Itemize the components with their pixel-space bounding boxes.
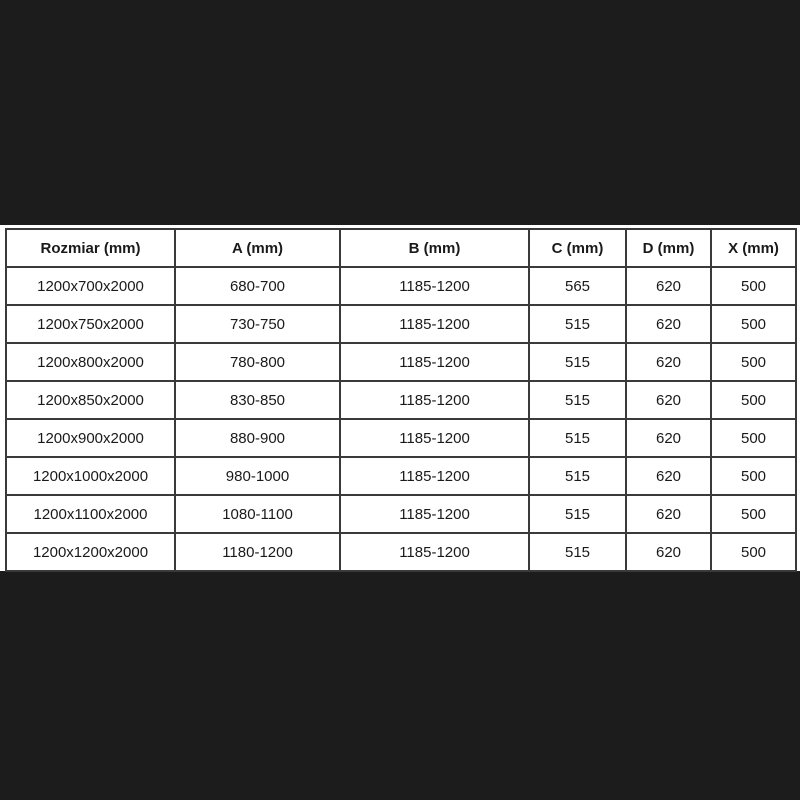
table-cell: 730-750 [174,304,341,344]
table-cell: 620 [625,304,712,344]
table-row: 1200x900x2000 880-900 1185-1200 515 620 500 [5,418,797,458]
column-header: X (mm) [710,228,797,268]
column-header: Rozmiar (mm) [5,228,176,268]
table-cell: 515 [528,532,627,572]
table-cell: 1200x850x2000 [5,380,176,420]
table-cell: 1200x700x2000 [5,266,176,306]
column-header: C (mm) [528,228,627,268]
table-cell: 500 [710,266,797,306]
table-cell: 1200x1100x2000 [5,494,176,534]
table-row: 1200x1200x2000 1180-1200 1185-1200 515 620 50… [5,532,797,572]
table-cell: 500 [710,532,797,572]
spec-table: Rozmiar (mm) A (mm) B (mm) C (mm) D (mm) X (m… [5,228,797,572]
table-cell: 620 [625,456,712,496]
column-header: A (mm) [174,228,341,268]
table-cell: 1200x1000x2000 [5,456,176,496]
table-cell: 515 [528,380,627,420]
table-row: 1200x1100x2000 1080-1100 1185-1200 515 620 50… [5,494,797,534]
table-cell: 1185-1200 [339,494,530,534]
header-row: Rozmiar (mm) A (mm) B (mm) C (mm) D (mm) X (m… [5,228,797,268]
table-cell: 620 [625,494,712,534]
table-cell: 500 [710,494,797,534]
table-cell: 1185-1200 [339,304,530,344]
table-cell: 1200x800x2000 [5,342,176,382]
table-cell: 680-700 [174,266,341,306]
table-row: 1200x1000x2000 980-1000 1185-1200 515 620 500 [5,456,797,496]
table-cell: 1200x900x2000 [5,418,176,458]
table-cell: 500 [710,418,797,458]
table-cell: 780-800 [174,342,341,382]
table-cell: 620 [625,266,712,306]
table-cell: 1185-1200 [339,418,530,458]
table-cell: 1080-1100 [174,494,341,534]
table-cell: 620 [625,342,712,382]
table-cell: 515 [528,494,627,534]
table-row: 1200x750x2000 730-750 1185-1200 515 620 500 [5,304,797,344]
table-cell: 500 [710,342,797,382]
table-row: 1200x800x2000 780-800 1185-1200 515 620 500 [5,342,797,382]
table-cell: 620 [625,418,712,458]
column-header: D (mm) [625,228,712,268]
table-row: 1200x700x2000 680-700 1185-1200 565 620 500 [5,266,797,306]
table-cell: 1200x750x2000 [5,304,176,344]
table-cell: 1185-1200 [339,342,530,382]
table-cell: 565 [528,266,627,306]
table-cell: 500 [710,304,797,344]
table-cell: 500 [710,456,797,496]
table-cell: 500 [710,380,797,420]
table-cell: 880-900 [174,418,341,458]
table-cell: 1200x1200x2000 [5,532,176,572]
table-cell: 1185-1200 [339,380,530,420]
table-body: 1200x700x2000 680-700 1185-1200 565 620 500 12… [5,266,797,572]
table-cell: 1185-1200 [339,266,530,306]
table-cell: 515 [528,304,627,344]
table-cell: 515 [528,456,627,496]
table-cell: 620 [625,532,712,572]
table-cell: 1185-1200 [339,456,530,496]
table-cell: 980-1000 [174,456,341,496]
table-cell: 830-850 [174,380,341,420]
table-cell: 515 [528,418,627,458]
table-cell: 1185-1200 [339,532,530,572]
table-row: 1200x850x2000 830-850 1185-1200 515 620 500 [5,380,797,420]
table-cell: 620 [625,380,712,420]
column-header: B (mm) [339,228,530,268]
table-cell: 515 [528,342,627,382]
table-cell: 1180-1200 [174,532,341,572]
